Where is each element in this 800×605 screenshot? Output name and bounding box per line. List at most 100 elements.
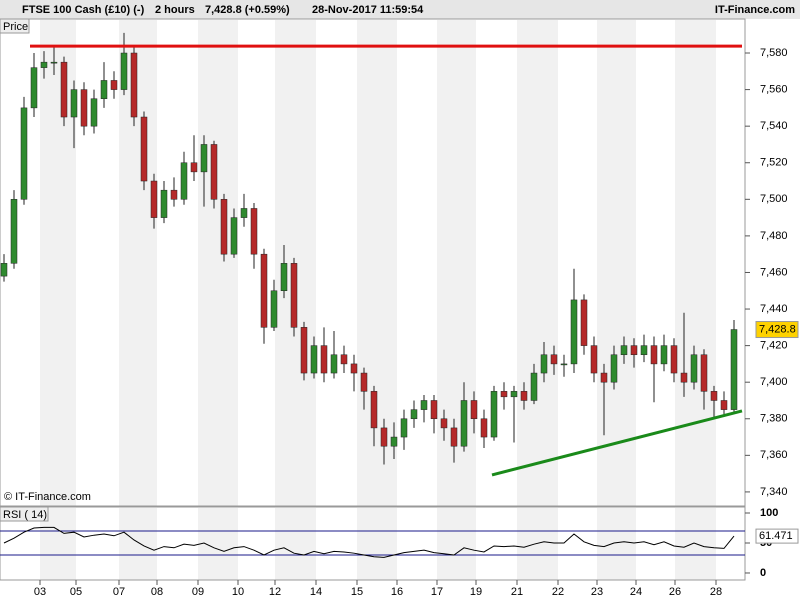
candle-body xyxy=(430,400,438,420)
x-tick-label: 14 xyxy=(310,586,322,598)
candle-body xyxy=(190,162,198,173)
day-band xyxy=(517,20,558,506)
candle-body xyxy=(40,61,48,68)
candle-body xyxy=(170,189,178,200)
bands xyxy=(40,20,716,580)
y-tick-label: 100 xyxy=(760,507,778,519)
x-tick-label: 21 xyxy=(511,586,523,598)
day-band xyxy=(119,508,157,580)
candle-body xyxy=(580,299,588,346)
candle-body xyxy=(500,391,508,398)
candle-body xyxy=(60,61,68,118)
day-band xyxy=(597,20,636,506)
x-tick-label: 07 xyxy=(113,586,125,598)
candle-body xyxy=(650,345,658,365)
day-band xyxy=(40,20,76,506)
marks xyxy=(0,32,745,558)
labels: 03 05 07 08 09 10 12 14 15 16 17 19 21 22 23 24 26 28 7,34… xyxy=(34,47,799,598)
candle-body xyxy=(720,400,728,410)
panel-tag xyxy=(0,506,49,522)
candle-body xyxy=(90,98,98,127)
candle-body xyxy=(600,372,608,383)
day-band xyxy=(675,20,716,506)
candle-body xyxy=(730,329,738,410)
candle-body xyxy=(100,80,108,99)
y-tick-label: 7,420 xyxy=(760,340,788,352)
candle-body xyxy=(280,263,288,292)
candle-body xyxy=(370,391,378,429)
candle-body xyxy=(160,189,168,218)
y-tick-label: 7,340 xyxy=(760,486,788,498)
candle-body xyxy=(50,61,58,64)
panel-label: Price xyxy=(3,21,28,33)
candle-body xyxy=(180,162,188,200)
y-tick-label: 0 xyxy=(760,567,766,579)
y-tick-label: 7,540 xyxy=(760,120,788,132)
y-tick-label: 7,560 xyxy=(760,83,788,95)
x-tick-label: 22 xyxy=(552,586,564,598)
candle-body xyxy=(220,199,228,255)
candle-body xyxy=(480,418,488,438)
rsi-line xyxy=(3,526,735,558)
day-band xyxy=(119,20,157,506)
day-band xyxy=(437,508,476,580)
candle-body xyxy=(510,391,518,398)
panel-tag xyxy=(0,18,30,34)
candle-body xyxy=(460,400,468,447)
x-tick-label: 15 xyxy=(351,586,363,598)
candle-body xyxy=(210,144,218,200)
candle-body xyxy=(30,67,38,109)
candle-body xyxy=(330,354,338,374)
x-tick-label: 09 xyxy=(192,586,204,598)
panel-label: RSI ( 14) xyxy=(3,509,47,521)
x-tick-label: 28 xyxy=(710,586,722,598)
day-band xyxy=(597,508,636,580)
day-band xyxy=(275,508,316,580)
candle-body xyxy=(250,208,258,255)
header-bar xyxy=(0,0,800,19)
candle-body xyxy=(410,409,418,420)
candle-body xyxy=(700,354,708,392)
y-tick-label: 7,360 xyxy=(760,449,788,461)
candle-body xyxy=(490,391,498,438)
candle-body xyxy=(400,418,408,438)
candle-body xyxy=(530,372,538,401)
candle-body xyxy=(290,263,298,328)
candle-body xyxy=(140,116,148,182)
candle-body xyxy=(20,107,28,200)
candle-body xyxy=(260,253,268,328)
day-band xyxy=(357,20,397,506)
day-band xyxy=(198,508,238,580)
candle-body xyxy=(320,345,328,374)
candle-body xyxy=(670,345,678,374)
day-band xyxy=(275,20,316,506)
x-tick-label: 19 xyxy=(470,586,482,598)
candle-body xyxy=(350,363,358,374)
y-tick-label: 7,400 xyxy=(760,376,788,388)
candle-body xyxy=(540,354,548,374)
rsi-frame xyxy=(0,506,746,581)
candle-body xyxy=(550,354,558,365)
x-tick-label: 12 xyxy=(269,586,281,598)
candle-body xyxy=(440,418,448,429)
candle-body xyxy=(120,52,128,90)
candle-body xyxy=(0,263,8,277)
last-value-label: 61.471 xyxy=(759,530,793,542)
day-band xyxy=(357,508,397,580)
candle-body xyxy=(300,327,308,374)
watermark: © IT-Finance.com xyxy=(4,491,91,503)
candle-body xyxy=(680,372,688,383)
y-tick-label: 7,440 xyxy=(760,303,788,315)
candle-body xyxy=(340,354,348,365)
last-price-label: 7,428.8 xyxy=(759,323,796,335)
candle-body xyxy=(10,199,18,264)
candle-body xyxy=(630,345,638,356)
candle-body xyxy=(690,354,698,383)
x-tick-label: 23 xyxy=(591,586,603,598)
y-tick-label: 7,380 xyxy=(760,413,788,425)
x-tick-label: 24 xyxy=(630,586,642,598)
candle-body xyxy=(230,217,238,255)
timestamp: 28-Nov-2017 11:59:54 xyxy=(312,4,424,16)
y-tick-label: 7,520 xyxy=(760,157,788,169)
